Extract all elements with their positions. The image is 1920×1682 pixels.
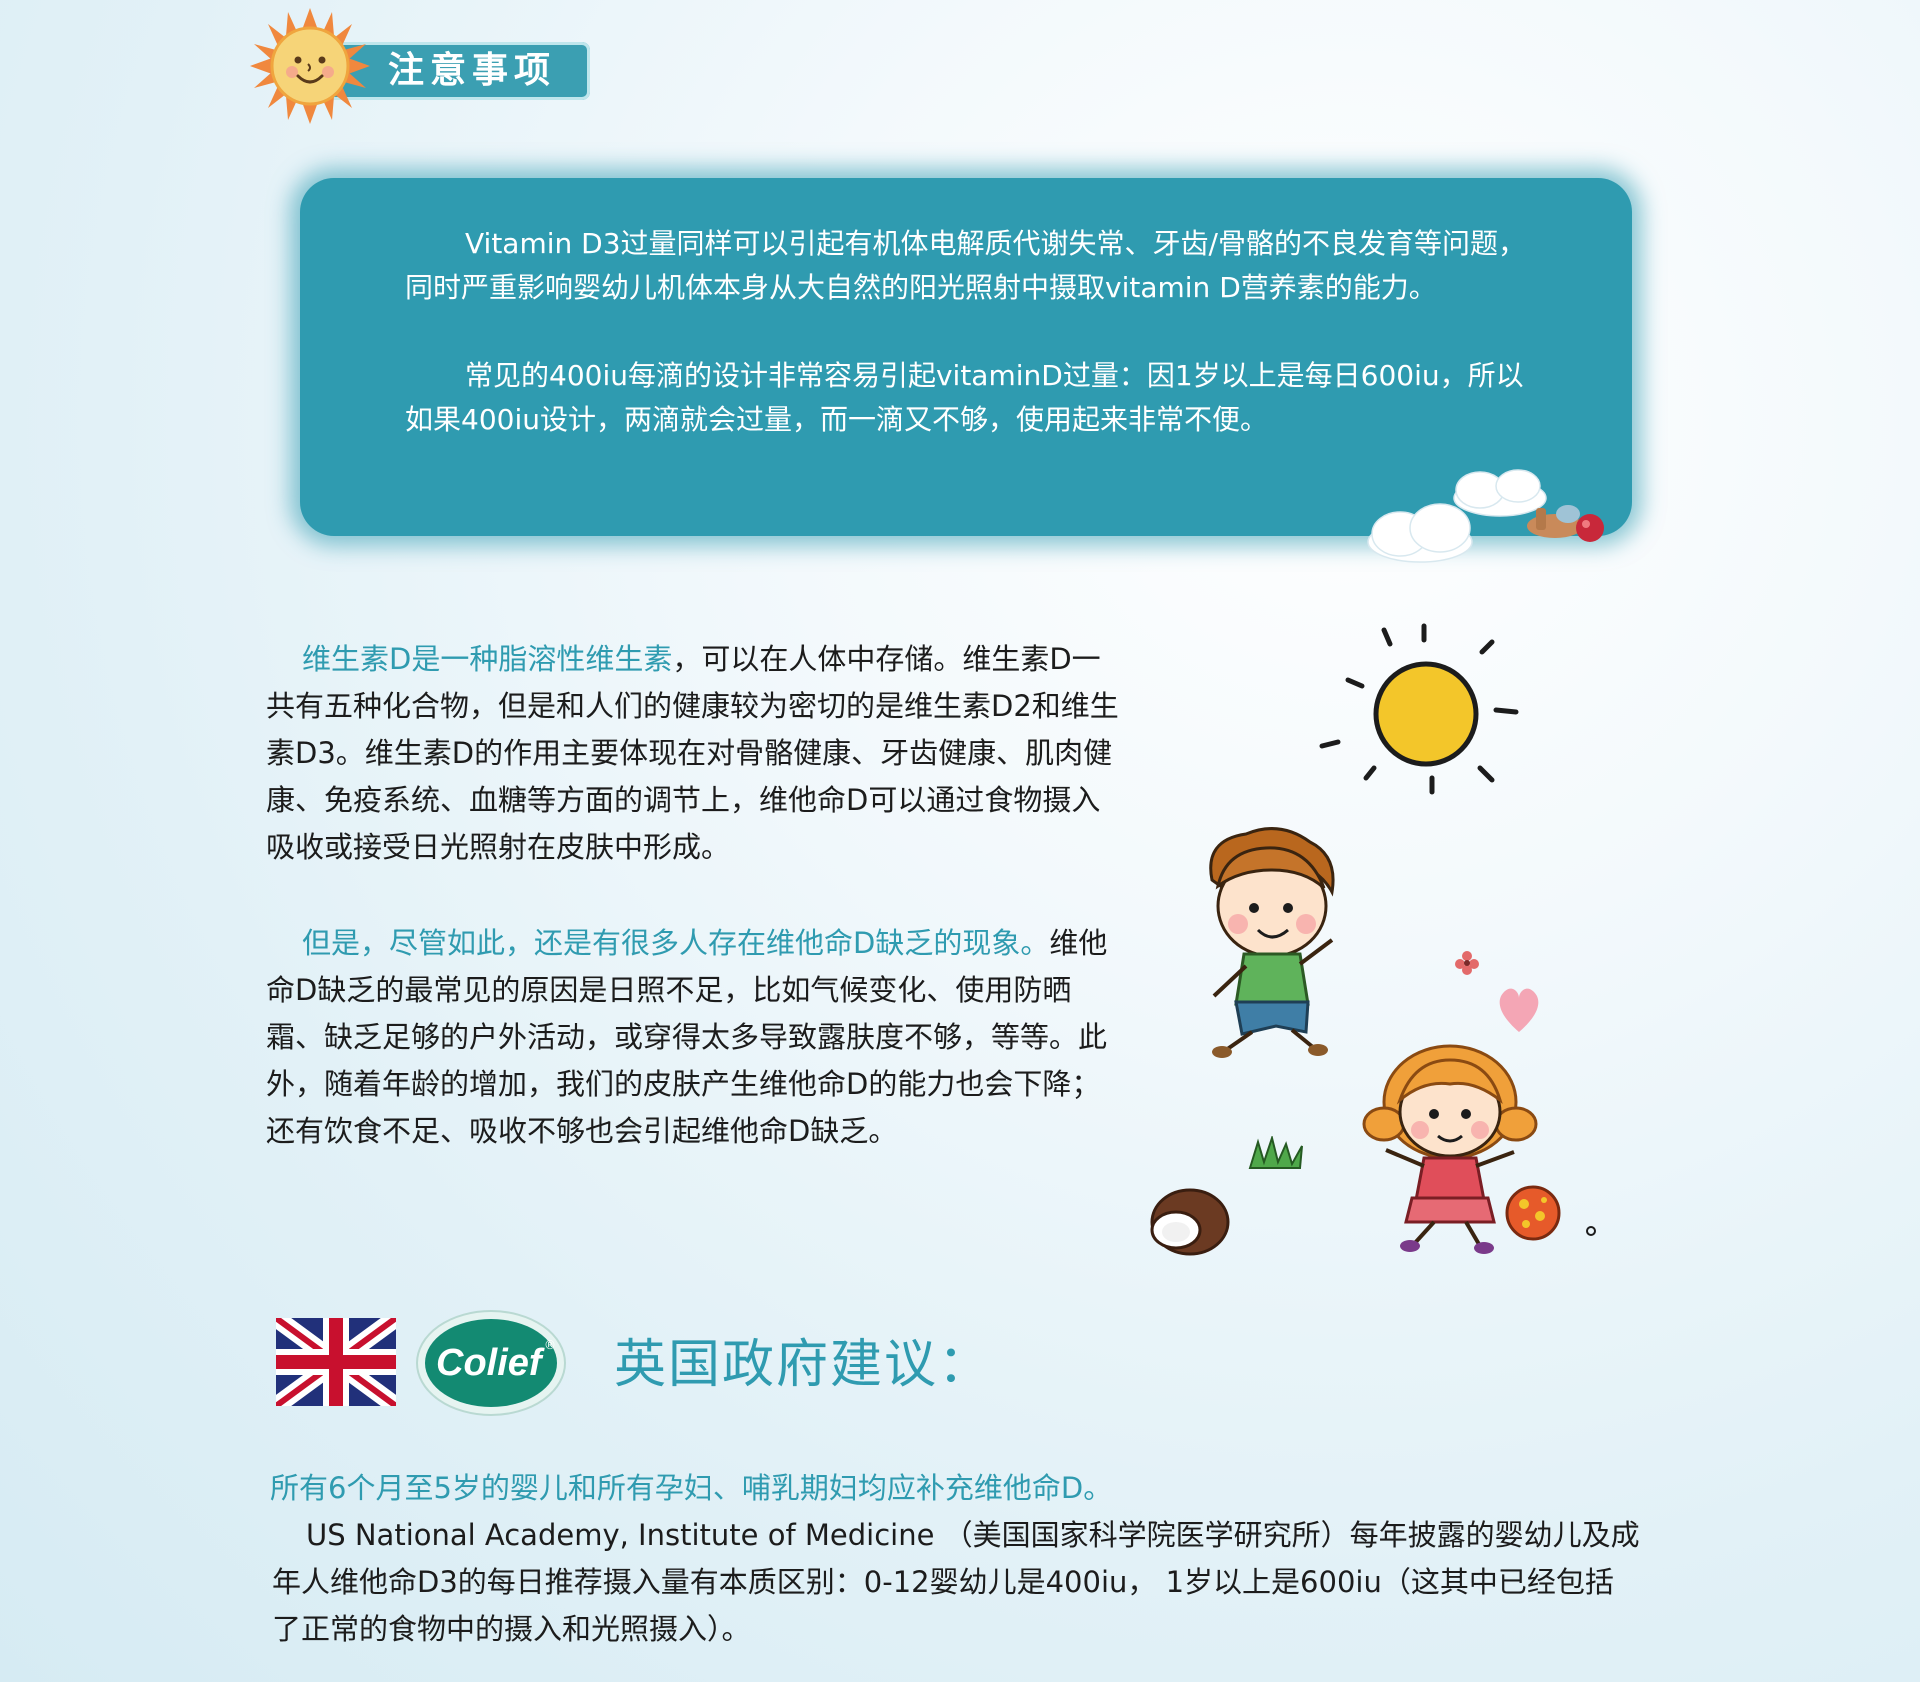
uk-section-title: 英国政府建议： [614, 1335, 993, 1395]
cartoon-boy-icon [1209, 827, 1335, 1058]
warning-note-box [300, 178, 1632, 536]
uk-recommendation: 所有6个月至5岁的婴儿和所有孕妇、哺乳期妇均应补充维他命D。 [270, 1471, 1113, 1505]
body-paragraph-2: 但是，尽管如此，还是有很多人存在维他命D缺乏的现象。维他命D缺乏的最常见的原因是… [266, 920, 1126, 1155]
union-jack-flag-icon [276, 1318, 396, 1406]
heart-icon [1499, 988, 1539, 1032]
body-paragraph-2-text: 维他命D缺乏的最常见的原因是日照不足，比如气候变化、使用防晒霜、缺乏足够的户外活… [266, 926, 1108, 1148]
doodle-sun-icon [1319, 623, 1519, 795]
colief-logo-badge-icon [416, 1310, 566, 1416]
badge-title: 注意事项 [388, 50, 557, 91]
body-paragraph-1-highlight: 维生素D是一种脂溶性维生素 [302, 642, 673, 676]
header-badge [330, 42, 590, 100]
grass-icon [1248, 1136, 1303, 1169]
small-circle-icon [1586, 1226, 1596, 1236]
coconut-icon [1150, 1188, 1230, 1256]
note-paragraph-1: Vitamin D3过量同样可以引起有机体电解质代谢失常、牙齿/骨骼的不良发育等… [405, 227, 1526, 304]
uk-paragraph: US National Academy, Institute of Medici… [272, 1518, 1640, 1646]
body-paragraph-1-text: ，可以在人体中存储。维生素D一共有五种化合物，但是和人们的健康较为密切的是维生素… [266, 642, 1119, 864]
smiling-sun-icon [250, 8, 370, 124]
note-paragraph-2: 常见的400iu每滴的设计非常容易引起vitaminD过量：因1岁以上是每日60… [405, 359, 1524, 436]
flower-icon [1455, 951, 1479, 975]
colief-registered-mark: ® [544, 1338, 556, 1352]
cartoon-airplane-icon [1367, 469, 1604, 563]
ball-icon [1505, 1185, 1561, 1241]
body-paragraph-2-highlight: 但是，尽管如此，还是有很多人存在维他命D缺乏的现象。 [302, 926, 1050, 960]
cartoon-girl-icon [1362, 1044, 1538, 1254]
colief-logo-text: Colief [436, 1342, 542, 1384]
colief-logo: Colief ® [414, 1308, 568, 1418]
body-paragraph-1: 维生素D是一种脂溶性维生素，可以在人体中存储。维生素D一共有五种化合物，但是和人… [266, 636, 1126, 871]
